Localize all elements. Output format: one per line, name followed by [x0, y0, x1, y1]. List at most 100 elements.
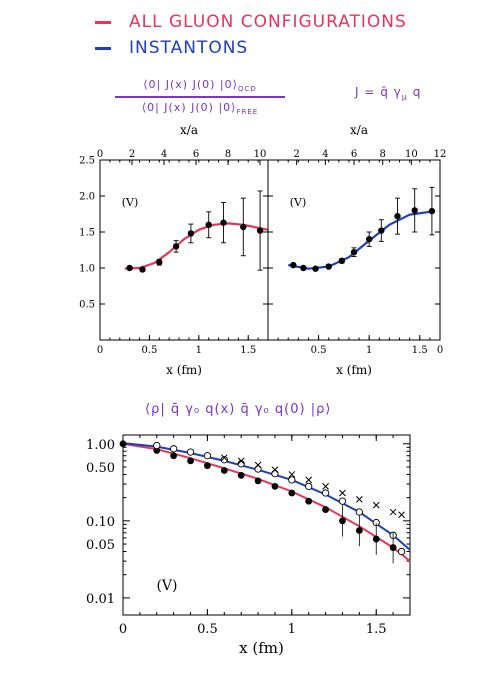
log-cross-point	[254, 461, 262, 469]
left-ytick-label: 0.5	[79, 300, 95, 311]
right-top-xtick-label: 12	[434, 149, 447, 160]
left-ytick-label: 2.5	[79, 156, 95, 167]
log-cross-point	[389, 508, 397, 516]
right-data-point	[378, 227, 385, 234]
log-fit-curve	[122, 442, 411, 562]
log-ytick-label: 0.01	[86, 592, 115, 607]
left-panel-label: (V)	[122, 196, 139, 209]
right-top-xlabel: x/a	[350, 123, 368, 137]
log-cross-point	[237, 457, 245, 465]
log-filled-point	[187, 457, 194, 465]
log-filled-point	[204, 462, 211, 470]
current-sub: μ	[401, 92, 408, 102]
legend-blue-dash	[95, 46, 111, 50]
log-open-point	[355, 508, 364, 516]
log-cross-point	[372, 501, 380, 509]
log-open-point	[254, 465, 262, 473]
left-top-xtick-label: 4	[161, 149, 167, 160]
log-cross-point	[271, 466, 279, 474]
right-data-point	[290, 261, 297, 269]
bottom-panel-svg: 0 0.5 1 1.5 1.00 0.50 0.10 0.05 0.01 x (fm) (V)	[86, 434, 411, 657]
right-data-point	[312, 265, 319, 272]
right-data-point	[338, 257, 346, 264]
log-panel-label: (V)	[156, 578, 177, 594]
left-xtick-label: 1	[196, 345, 202, 356]
log-cross-point	[339, 489, 346, 497]
left-top-xtick-label: 6	[193, 149, 199, 160]
right-xtick-label: 1.5	[412, 345, 428, 356]
legend-instantons-label: INSTANTONS	[129, 38, 249, 58]
log-xtick-label: 1	[288, 622, 296, 637]
legend-all-gluon: ALL GLUON CONFIGURATIONS	[95, 12, 407, 32]
left-panel-frame	[99, 159, 269, 341]
right-xlabel: x (fm)	[336, 363, 372, 377]
log-ytick-label: 1.00	[86, 438, 115, 453]
ratio-numerator-sub: QCD	[237, 85, 257, 94]
log-cross-point	[322, 483, 329, 490]
left-ytick-label: 1.5	[79, 228, 95, 239]
left-data-point	[240, 223, 247, 231]
left-ytick-label: 2.0	[79, 192, 95, 203]
left-data-point	[205, 221, 212, 228]
left-top-xlabel: x/a	[180, 123, 198, 137]
ratio-denominator: ⟨0| J(x) J(0) |0⟩FREE	[141, 100, 259, 116]
right-top-xtick-label: 4	[322, 149, 328, 160]
log-filled-point	[119, 440, 127, 448]
right-xtick-label: 1	[366, 345, 372, 356]
log-open-point	[169, 445, 178, 453]
log-filled-point	[254, 477, 262, 485]
log-ytick-label: 0.05	[86, 538, 115, 553]
legend-all-gluon-label: ALL GLUON CONFIGURATIONS	[129, 12, 407, 32]
right-data-point	[325, 263, 332, 270]
log-cross-point	[305, 476, 313, 484]
right-top-xtick-label: 10	[405, 149, 418, 160]
left-data-point	[172, 243, 180, 250]
log-xtick-label: 1.5	[366, 622, 387, 637]
log-cross-point	[355, 496, 363, 503]
log-open-point	[338, 497, 347, 505]
left-top-xtick-label: 10	[254, 149, 267, 160]
log-filled-point	[305, 497, 313, 505]
right-top-xtick-label: 8	[379, 149, 385, 160]
legend-instantons: INSTANTONS	[95, 38, 248, 58]
log-open-point	[186, 448, 195, 456]
log-cross-point	[288, 471, 296, 478]
right-data-point	[411, 207, 418, 214]
legend-red-dash	[95, 20, 111, 24]
log-filled-point	[170, 452, 178, 460]
bottom-matrix-element-annotation: ⟨ρ| q̄ γ₀ q(x) q̄ γ₀ q(0) |ρ⟩	[145, 402, 332, 417]
log-cross-point	[398, 511, 405, 519]
left-xtick-label: 1.5	[240, 345, 256, 356]
log-fit-curve	[122, 442, 411, 551]
left-top-xtick-label: 8	[225, 149, 231, 160]
log-ytick-label: 0.50	[86, 461, 115, 476]
log-open-point	[153, 441, 161, 450]
ratio-fraction-bar	[115, 96, 285, 98]
right-data-point	[350, 248, 358, 256]
log-xtick-label: 0.5	[197, 622, 218, 637]
current-definition: J = q̄ γμ q	[355, 85, 422, 102]
log-filled-point	[237, 471, 245, 479]
left-xtick-label: 0.5	[141, 345, 157, 356]
right-top-xtick-label: 6	[351, 149, 357, 160]
left-data-point	[256, 227, 264, 234]
top-panels-svg: 0 0.5 1 1.50 2 4 6 8 100.51.01.52.02.5x (fm)x/a(…	[79, 123, 447, 377]
right-data-point	[394, 212, 401, 220]
log-open-point	[397, 547, 406, 556]
left-xtick-label: 0	[97, 345, 103, 356]
left-top-xtick-label: 2	[129, 149, 135, 160]
left-data-point	[220, 219, 227, 226]
log-open-point	[203, 452, 212, 460]
log-panel-frame	[122, 434, 411, 616]
right-xtick-label: 0	[437, 345, 443, 356]
log-open-point	[305, 482, 313, 491]
log-open-point	[288, 476, 296, 484]
log-xtick-label: 0	[119, 622, 127, 637]
right-panel-label: (V)	[290, 196, 307, 209]
right-fit-curve	[288, 210, 436, 270]
log-xlabel: x (fm)	[239, 639, 284, 657]
log-open-point	[321, 489, 330, 497]
left-data-point	[187, 230, 195, 237]
correlator-ratio-annotation: ⟨0| J(x) J(0) |0⟩QCD ⟨0| J(x) J(0) |0⟩FR…	[115, 78, 285, 116]
log-filled-point	[322, 506, 329, 513]
